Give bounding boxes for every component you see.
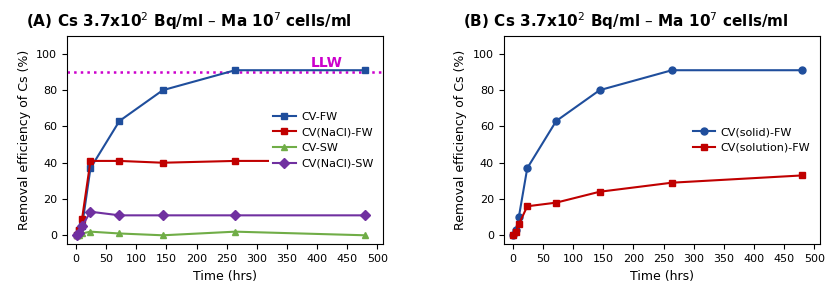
CV(solid)-FW — [507, 234, 517, 237]
CV-SW — [158, 234, 168, 237]
CV(NaCl)-FW — [115, 159, 125, 163]
CV-SW — [72, 234, 82, 237]
Line: CV(solid)-FW: CV(solid)-FW — [509, 67, 805, 239]
CV(NaCl)-SW — [230, 214, 240, 217]
Line: CV-SW: CV-SW — [73, 228, 369, 239]
Y-axis label: Removal efficiency of Cs (%): Removal efficiency of Cs (%) — [18, 50, 31, 230]
CV-SW — [115, 232, 125, 235]
CV(solid)-FW — [796, 69, 806, 72]
Legend: CV-FW, CV(NaCl)-FW, CV-SW, CV(NaCl)-SW: CV-FW, CV(NaCl)-FW, CV-SW, CV(NaCl)-SW — [268, 107, 378, 173]
CV-FW — [115, 119, 125, 123]
CV(solution)-FW — [510, 230, 520, 233]
CV(NaCl)-SW — [115, 214, 125, 217]
CV(NaCl)-FW — [77, 217, 87, 221]
CV(solution)-FW — [594, 190, 604, 193]
Line: CV-FW: CV-FW — [73, 67, 369, 239]
CV(NaCl)-SW — [77, 224, 87, 228]
Line: CV(NaCl)-FW: CV(NaCl)-FW — [73, 157, 369, 239]
Legend: CV(solid)-FW, CV(solution)-FW: CV(solid)-FW, CV(solution)-FW — [687, 123, 813, 157]
CV(NaCl)-SW — [360, 214, 370, 217]
CV(solution)-FW — [507, 234, 517, 237]
CV-FW — [77, 224, 87, 228]
Text: (A) Cs 3.7x10$^2$ Bq/ml – Ma 10$^7$ cells/ml: (A) Cs 3.7x10$^2$ Bq/ml – Ma 10$^7$ cell… — [26, 11, 351, 32]
CV-FW — [158, 89, 168, 92]
CV(NaCl)-FW — [74, 228, 84, 232]
CV(solution)-FW — [513, 223, 523, 226]
CV(NaCl)-FW — [72, 234, 82, 237]
CV(solid)-FW — [551, 119, 561, 123]
CV(solid)-FW — [513, 215, 523, 219]
CV-FW — [360, 69, 370, 72]
CV(solid)-FW — [510, 228, 520, 232]
CV(solid)-FW — [594, 89, 604, 92]
X-axis label: Time (hrs): Time (hrs) — [630, 270, 693, 283]
CV-FW — [72, 234, 82, 237]
CV(NaCl)-FW — [85, 159, 95, 163]
Line: CV(solution)-FW: CV(solution)-FW — [509, 172, 805, 239]
CV(solution)-FW — [666, 181, 676, 184]
CV(solution)-FW — [796, 174, 806, 177]
CV-SW — [360, 234, 370, 237]
Y-axis label: Removal efficiency of Cs (%): Removal efficiency of Cs (%) — [454, 50, 467, 230]
CV(NaCl)-SW — [158, 214, 168, 217]
CV(NaCl)-SW — [85, 210, 95, 213]
CV(NaCl)-SW — [72, 234, 82, 237]
CV(NaCl)-SW — [74, 232, 84, 235]
CV-SW — [77, 232, 87, 235]
CV(NaCl)-FW — [230, 159, 240, 163]
Text: LLW: LLW — [311, 56, 343, 70]
CV-FW — [74, 228, 84, 232]
CV-SW — [230, 230, 240, 233]
Line: CV(NaCl)-SW: CV(NaCl)-SW — [73, 208, 369, 239]
CV-SW — [74, 234, 84, 237]
CV(NaCl)-FW — [360, 159, 370, 163]
CV-FW — [85, 166, 95, 170]
Text: (B) Cs 3.7x10$^2$ Bq/ml – Ma 10$^7$ cells/ml: (B) Cs 3.7x10$^2$ Bq/ml – Ma 10$^7$ cell… — [462, 11, 788, 32]
CV(NaCl)-FW — [158, 161, 168, 164]
CV-FW — [230, 69, 240, 72]
CV(solid)-FW — [666, 69, 676, 72]
CV-SW — [85, 230, 95, 233]
CV(solution)-FW — [522, 204, 532, 208]
X-axis label: Time (hrs): Time (hrs) — [193, 270, 257, 283]
CV(solution)-FW — [551, 201, 561, 204]
CV(solid)-FW — [522, 166, 532, 170]
